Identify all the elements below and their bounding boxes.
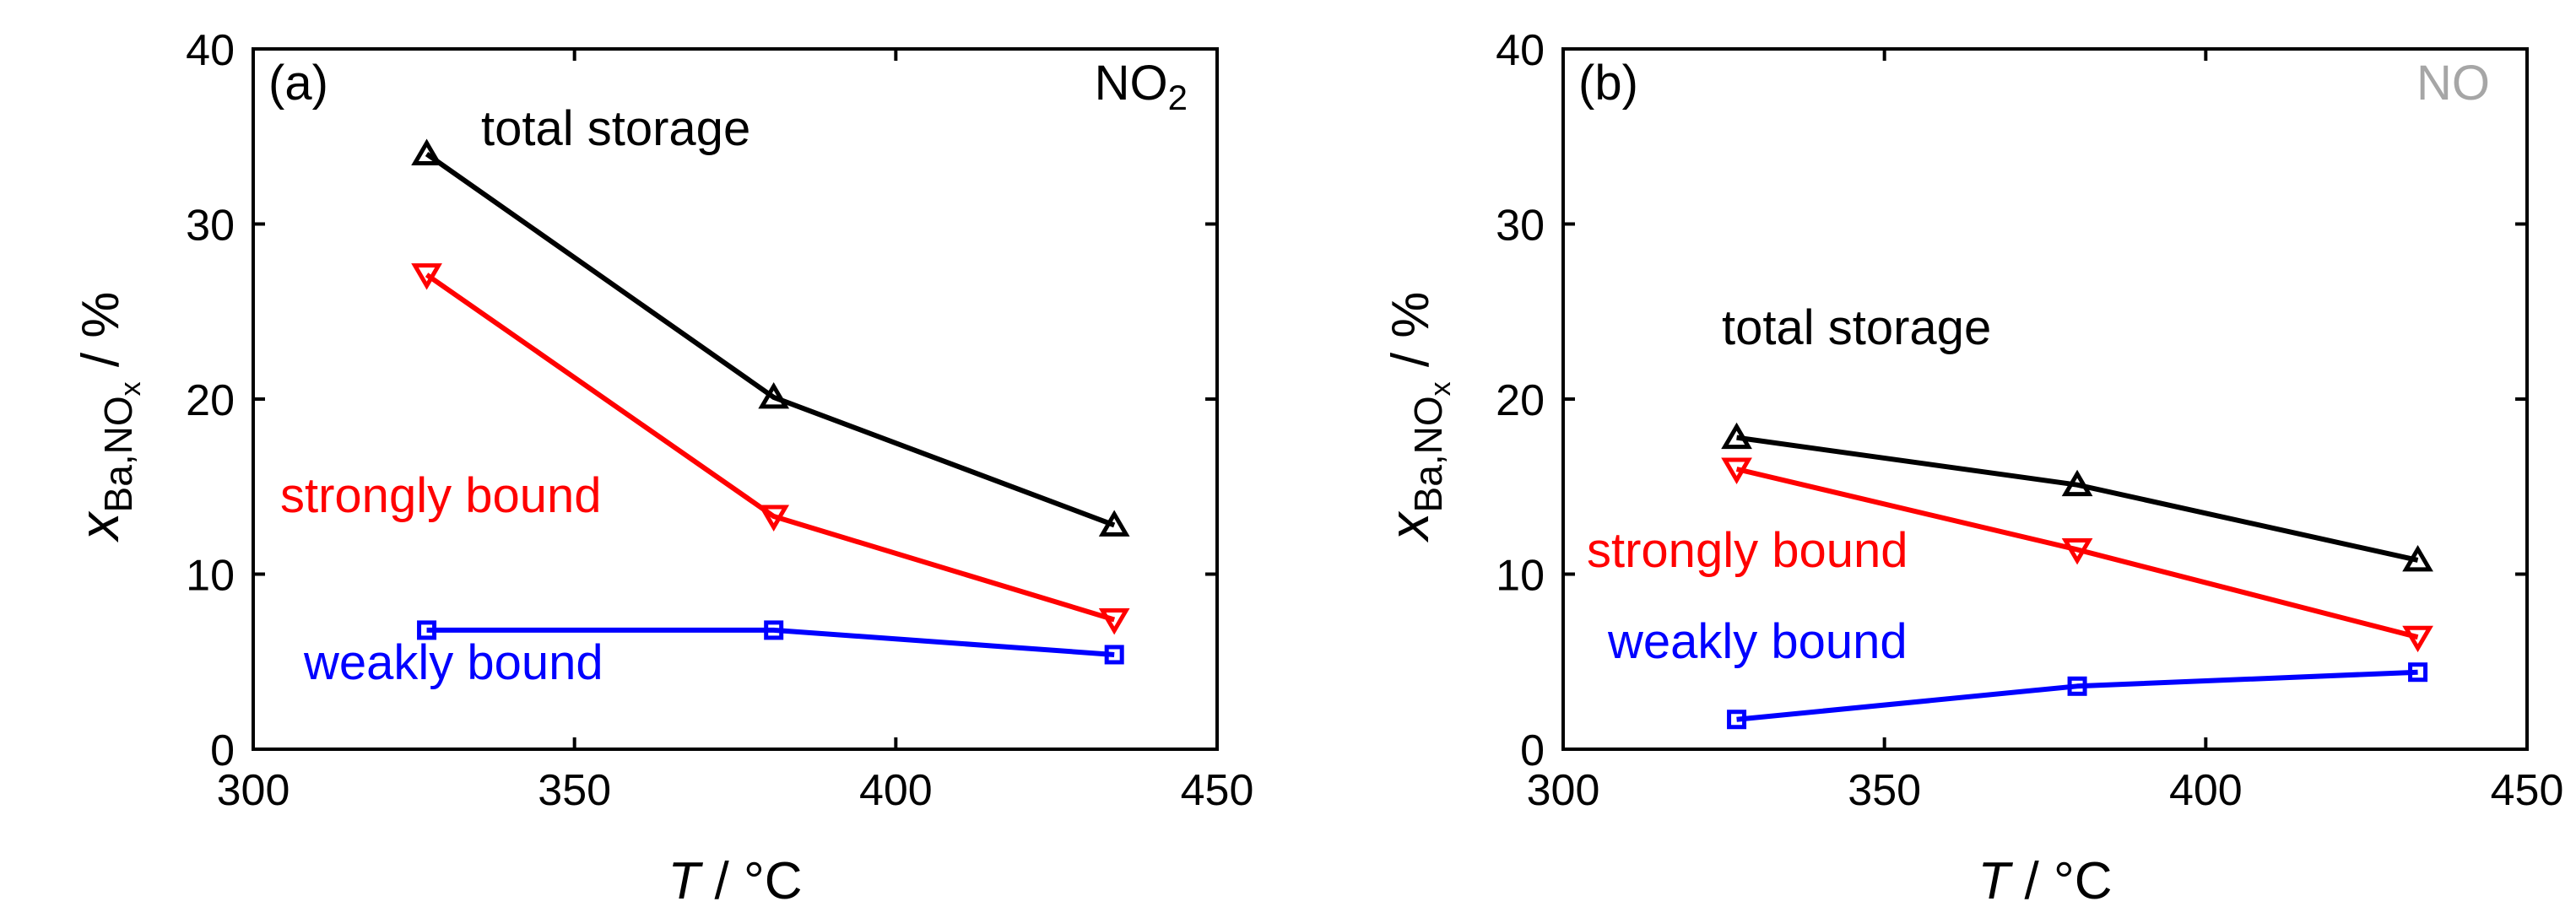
y-tick-label: 10 [1496, 552, 1545, 601]
data-point-total-storage [1098, 510, 1130, 537]
panel-label: (a) [268, 56, 328, 111]
x-tick-label: 400 [2169, 766, 2243, 815]
series-line-strongly-bound [1735, 467, 2419, 640]
x-tick-label: 350 [538, 766, 611, 815]
x-tick-label: 400 [859, 766, 933, 815]
series-line-weakly-bound [426, 627, 1115, 657]
data-point-weakly-bound [1104, 645, 1124, 665]
y-tick-label: 20 [1496, 376, 1545, 425]
y-tick-label: 10 [186, 552, 235, 601]
x-tick-label: 300 [217, 766, 290, 815]
annotation-strongly-bound: strongly bound [280, 468, 601, 523]
series-line-strongly-bound [425, 273, 1116, 623]
data-point-weakly-bound [417, 620, 437, 640]
data-point-weakly-bound [1727, 710, 1747, 730]
y-tick-label: 30 [186, 202, 235, 251]
y-tick-label: 0 [1520, 726, 1545, 775]
x-tick-label: 350 [1848, 766, 1921, 815]
gas-label: NO [2416, 56, 2490, 111]
x-tick-label: 450 [1181, 766, 1254, 815]
gas-label: NO2 [1095, 56, 1188, 117]
chart-panel-b: 300 350 400 450 0 10 20 30 40 T / °C xBa,NOx / % to… [1377, 26, 2563, 910]
x-axis-title: T / °C [1978, 852, 2112, 910]
series-line-total-storage [425, 152, 1116, 528]
x-tick-label: 450 [2491, 766, 2564, 815]
data-point-total-storage [1721, 422, 1752, 450]
data-point-strongly-bound [1098, 607, 1130, 635]
y-tick-label: 20 [186, 376, 235, 425]
data-point-strongly-bound [1721, 457, 1752, 484]
data-point-weakly-bound [2067, 676, 2087, 696]
y-tick-label: 0 [210, 726, 235, 775]
x-axis-title: T / °C [668, 852, 802, 910]
data-point-total-storage [2061, 469, 2093, 497]
x-tick-label: 300 [1527, 766, 1600, 815]
y-axis-title: xBa,NOx / % [68, 292, 147, 543]
y-tick-label: 40 [186, 26, 235, 75]
annotation-total-storage: total storage [481, 101, 750, 156]
data-point-total-storage [411, 138, 442, 165]
y-tick-label: 30 [1496, 202, 1545, 251]
data-point-weakly-bound [2408, 662, 2428, 683]
y-axis-title: xBa,NOx / % [1377, 292, 1457, 543]
data-point-strongly-bound [758, 505, 790, 532]
data-point-strongly-bound [2402, 625, 2433, 653]
annotation-weakly-bound: weakly bound [303, 635, 603, 690]
data-point-total-storage [758, 381, 790, 409]
series-line-total-storage [1736, 435, 2419, 563]
panel-label: (b) [1578, 56, 1638, 111]
annotation-total-storage: total storage [1722, 300, 1991, 355]
chart-panel-a: 300 350 400 450 0 10 20 30 40 T / °C xBa,NOx / % to… [68, 26, 1253, 910]
annotation-weakly-bound: weakly bound [1607, 614, 1908, 669]
data-point-strongly-bound [2061, 537, 2093, 565]
annotation-strongly-bound: strongly bound [1587, 523, 1908, 578]
data-point-total-storage [2402, 544, 2433, 572]
data-point-weakly-bound [764, 620, 784, 640]
y-tick-label: 40 [1496, 26, 1545, 75]
data-point-strongly-bound [411, 263, 442, 290]
series-line-weakly-bound [1736, 669, 2418, 722]
